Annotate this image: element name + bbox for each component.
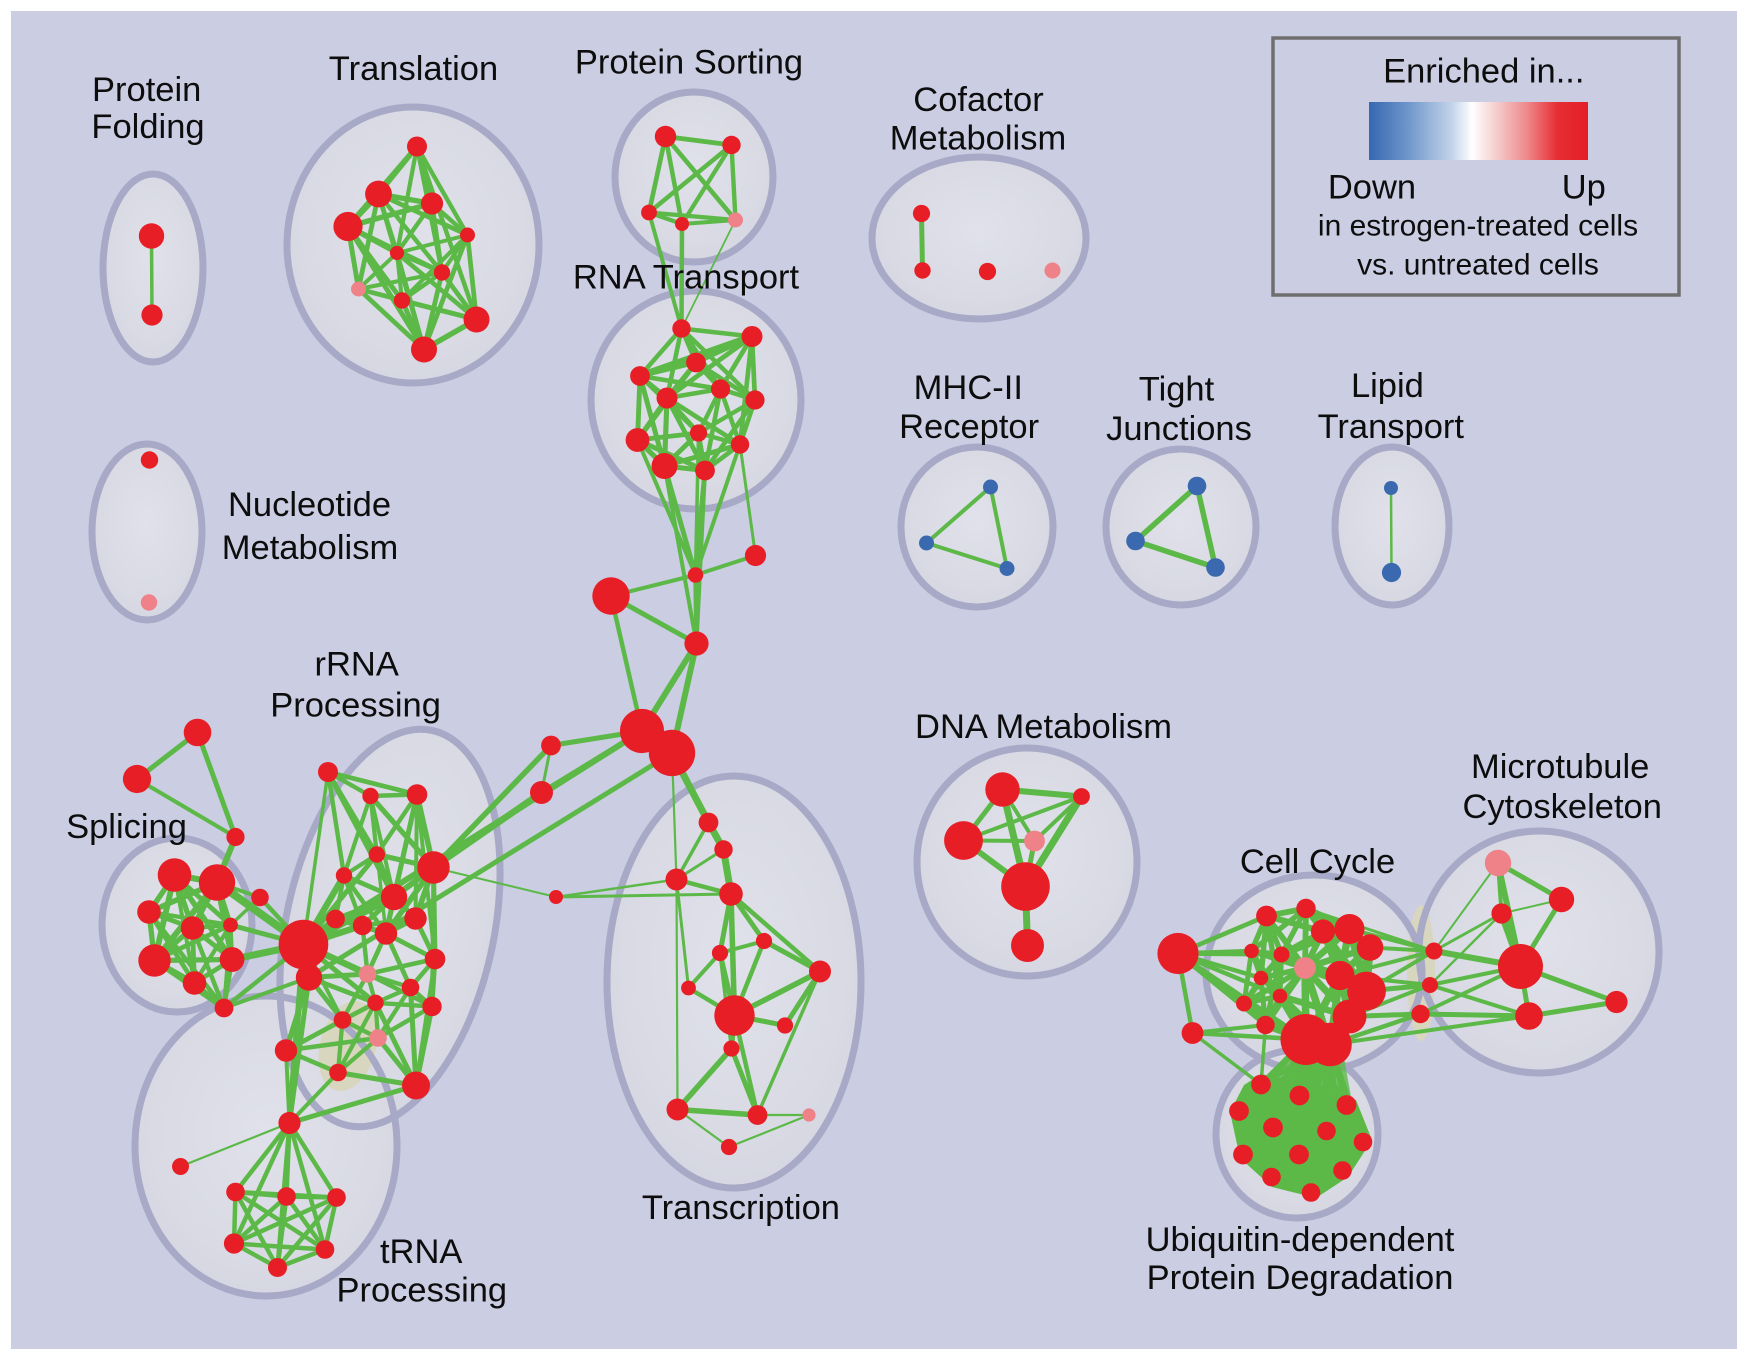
svg-text:Protein: Protein <box>92 71 201 109</box>
svg-text:RNA Transport: RNA Transport <box>573 259 800 297</box>
svg-text:Enriched in...: Enriched in... <box>1383 53 1584 91</box>
svg-text:MHC-II: MHC-II <box>914 369 1023 407</box>
svg-text:Translation: Translation <box>329 50 498 88</box>
svg-text:Protein Degradation: Protein Degradation <box>1147 1259 1454 1297</box>
svg-text:Lipid: Lipid <box>1351 367 1424 405</box>
svg-text:in estrogen-treated cells: in estrogen-treated cells <box>1318 209 1638 242</box>
svg-text:Junctions: Junctions <box>1106 410 1252 448</box>
svg-text:vs. untreated cells: vs. untreated cells <box>1357 248 1599 281</box>
svg-text:Processing: Processing <box>270 687 441 725</box>
svg-text:Folding: Folding <box>91 108 204 146</box>
svg-text:Ubiquitin-dependent: Ubiquitin-dependent <box>1146 1221 1455 1259</box>
svg-text:rRNA: rRNA <box>315 645 399 683</box>
svg-text:Processing: Processing <box>336 1272 507 1310</box>
svg-text:Metabolism: Metabolism <box>890 120 1066 158</box>
svg-text:Cofactor: Cofactor <box>913 81 1043 119</box>
svg-text:DNA Metabolism: DNA Metabolism <box>915 708 1172 746</box>
svg-text:Microtubule: Microtubule <box>1471 748 1649 786</box>
svg-text:Metabolism: Metabolism <box>222 529 398 567</box>
svg-text:Cytoskeleton: Cytoskeleton <box>1462 788 1661 826</box>
svg-text:Splicing: Splicing <box>66 808 187 846</box>
svg-text:Transcription: Transcription <box>642 1189 840 1227</box>
svg-text:Nucleotide: Nucleotide <box>228 486 391 524</box>
svg-text:Cell Cycle: Cell Cycle <box>1240 843 1395 881</box>
svg-text:tRNA: tRNA <box>380 1233 462 1271</box>
svg-text:Down: Down <box>1328 168 1416 206</box>
svg-text:Transport: Transport <box>1318 408 1465 446</box>
svg-text:Protein Sorting: Protein Sorting <box>575 44 803 82</box>
svg-text:Up: Up <box>1562 168 1606 206</box>
svg-text:Tight: Tight <box>1139 370 1215 408</box>
svg-text:Receptor: Receptor <box>899 408 1039 446</box>
